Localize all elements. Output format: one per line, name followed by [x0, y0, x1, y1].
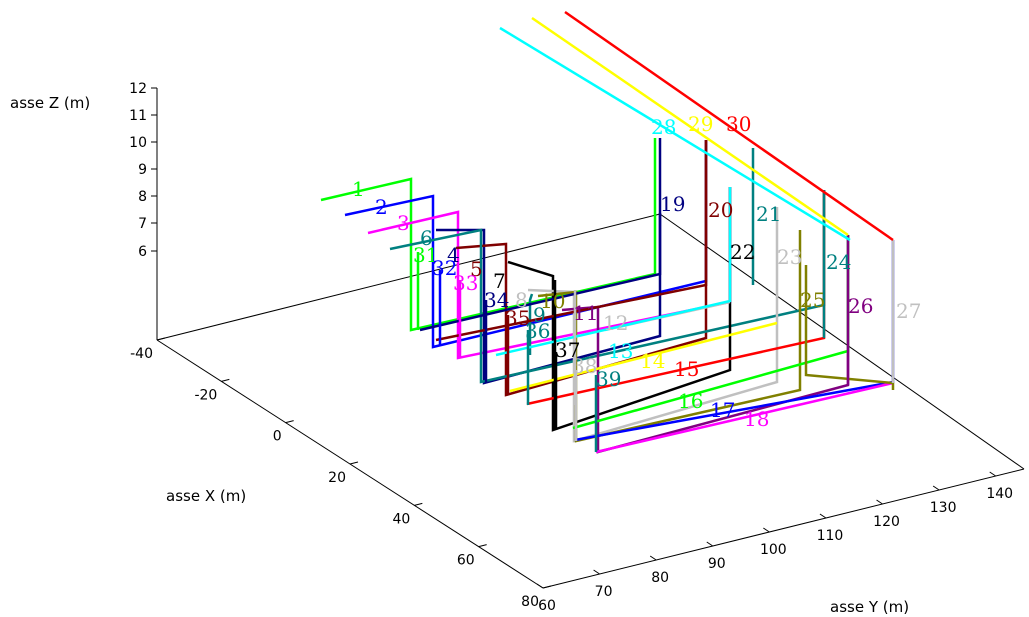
- series-label-26: 26: [848, 294, 873, 318]
- y-tick-label: 90: [708, 556, 726, 572]
- series-line-29: [531, 16, 849, 237]
- series-label-11: 11: [573, 301, 598, 325]
- x-tick-label: -40: [130, 346, 153, 362]
- x-tick-label: 60: [457, 553, 475, 569]
- y-axis-line: [542, 468, 1025, 589]
- x-tick-label: 80: [521, 594, 539, 610]
- x-tick: [478, 544, 487, 548]
- y-tick: [876, 499, 883, 505]
- series-label-2: 2: [375, 195, 388, 219]
- series-label-36: 36: [525, 319, 550, 343]
- y-axis-label: asse Y (m): [830, 598, 909, 616]
- series-label-1: 1: [352, 177, 365, 201]
- z-tick-label: 10: [129, 135, 147, 151]
- series-line-20: [435, 140, 708, 342]
- y-tick-label: 110: [817, 528, 844, 544]
- y-tick: [649, 555, 657, 561]
- series-label-10: 10: [540, 289, 565, 313]
- series-label-7: 7: [493, 269, 506, 293]
- x-tick: [156, 337, 166, 341]
- series-label-33: 33: [453, 271, 478, 295]
- y-tick: [763, 527, 770, 533]
- series-label-27: 27: [896, 299, 921, 323]
- series-label-15: 15: [674, 357, 699, 381]
- series-label-24: 24: [826, 250, 851, 274]
- series-label-23: 23: [777, 245, 802, 269]
- series-line-19: [419, 138, 662, 332]
- series-label-20: 20: [708, 198, 733, 222]
- series-label-37: 37: [555, 338, 580, 362]
- x-tick: [221, 378, 230, 382]
- series-line-1: [320, 138, 657, 332]
- x-tick-label: 0: [273, 429, 282, 445]
- series-label-25: 25: [800, 288, 825, 312]
- series-label-4: 4: [447, 243, 460, 267]
- axes-layer: asse Z (m) asse X (m) asse Y (m): [10, 88, 1025, 616]
- back-edge-y: [156, 213, 661, 341]
- series-line-28: [499, 26, 851, 242]
- series-line-9: [528, 293, 534, 355]
- series-line-18: [595, 381, 894, 454]
- y-tick-label: 120: [873, 514, 900, 530]
- y-tick: [932, 485, 940, 491]
- series-label-17: 17: [710, 398, 735, 422]
- series-label-29: 29: [688, 112, 713, 136]
- series-label-31: 31: [413, 243, 438, 267]
- z-tick-label: 11: [129, 108, 147, 124]
- z-tick-label: 12: [129, 81, 147, 97]
- x-tick-label: 20: [328, 470, 346, 486]
- z-axis-label: asse Z (m): [10, 94, 90, 112]
- x-tick: [542, 585, 552, 589]
- z-tick-label: 7: [138, 216, 147, 232]
- series-label-34: 34: [484, 288, 509, 312]
- x-tick: [349, 461, 359, 465]
- y-tick: [536, 583, 544, 589]
- x-axis-label: asse X (m): [166, 487, 246, 505]
- series-label-30: 30: [726, 112, 751, 136]
- y-tick: [989, 471, 996, 477]
- series-label-22: 22: [730, 240, 755, 264]
- series-label-28: 28: [651, 115, 676, 139]
- series-label-13: 13: [608, 339, 633, 363]
- series-label-3: 3: [397, 211, 410, 235]
- series-label-9: 9: [533, 303, 546, 327]
- x-tick-label: -20: [194, 387, 217, 403]
- series-label-18: 18: [744, 407, 769, 431]
- y-tick: [819, 513, 827, 519]
- series-line-25: [804, 265, 895, 390]
- x-tick: [414, 502, 423, 506]
- y-tick: [593, 569, 600, 575]
- x-tick: [285, 420, 294, 424]
- y-tick-label: 100: [760, 542, 787, 558]
- y-tick-label: 60: [538, 598, 556, 614]
- z-tick-label: 9: [138, 162, 147, 178]
- series-label-21: 21: [756, 202, 781, 226]
- series-label-6: 6: [420, 226, 433, 250]
- back-edge-x: [659, 213, 1025, 470]
- y-tick-label: 70: [595, 584, 613, 600]
- series-label-19: 19: [660, 192, 685, 216]
- series-label-14: 14: [640, 349, 665, 373]
- series-line-30: [564, 10, 894, 242]
- z-tick-label: 6: [138, 244, 147, 260]
- series-layer: [320, 10, 895, 454]
- series-label-35: 35: [505, 306, 530, 330]
- y-tick-label: 80: [651, 570, 669, 586]
- series-label-39: 39: [596, 367, 621, 391]
- series-label-16: 16: [678, 389, 703, 413]
- series-label-8: 8: [515, 288, 528, 312]
- y-tick: [706, 541, 714, 547]
- y-tick-label: 140: [986, 486, 1013, 502]
- series-line-7: [507, 187, 732, 432]
- series-label-5: 5: [470, 257, 483, 281]
- x-tick-label: 40: [393, 511, 411, 527]
- y-tick-label: 130: [930, 500, 957, 516]
- series-label-38: 38: [572, 354, 597, 378]
- series-label-32: 32: [432, 256, 457, 280]
- z-tick-label: 8: [138, 189, 147, 205]
- series-label-12: 12: [603, 311, 628, 335]
